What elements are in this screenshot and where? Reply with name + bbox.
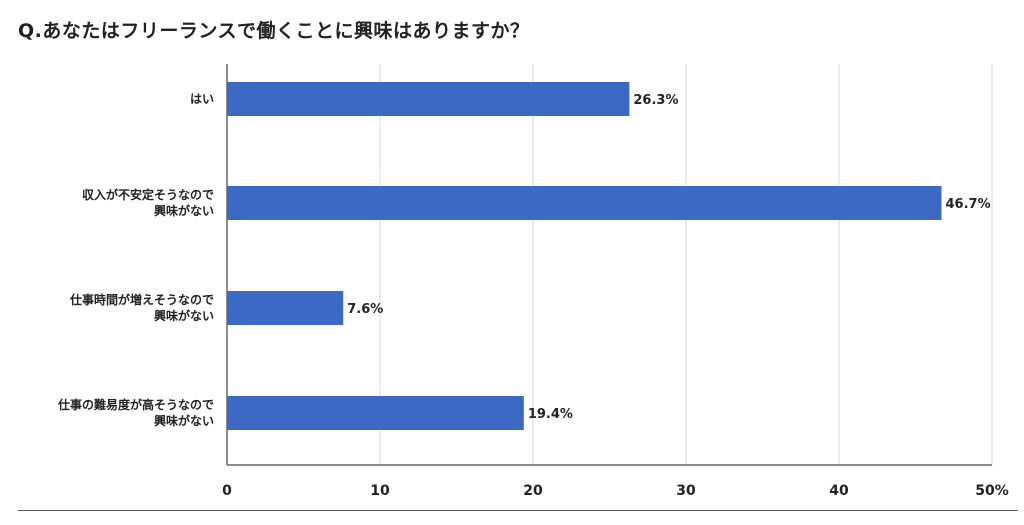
labels: 0 10 20 30 40 50%26.3%はい46.7%収入が不安定そうなので興味がない… (57, 92, 1009, 499)
category-label: 興味がない (154, 413, 214, 428)
x-tick-label: 10 (370, 483, 390, 499)
category-label: はい (190, 92, 214, 106)
data-label: 46.7% (946, 197, 991, 212)
category-label: 仕事時間が増えそうなので (69, 292, 214, 307)
bottom-divider (18, 510, 1018, 511)
bars (227, 82, 942, 430)
bar (227, 291, 344, 325)
x-tick-label: 0 (222, 483, 232, 499)
data-label: 7.6% (347, 302, 383, 317)
data-label: 19.4% (528, 407, 573, 422)
data-label: 26.3% (633, 93, 678, 108)
bar (227, 186, 942, 220)
category-label: 興味がない (154, 203, 214, 218)
bar (227, 82, 630, 116)
x-tick-label: 40 (829, 483, 849, 499)
category-label: 仕事の難易度が高そうなので (57, 397, 214, 412)
x-tick-label: 50% (975, 483, 1009, 499)
chart-title: Q.あなたはフリーランスで働くことに興味はありますか？ (18, 20, 530, 42)
x-tick-label: 20 (523, 483, 543, 499)
x-tick-label: 30 (676, 483, 696, 499)
axes (226, 64, 992, 466)
category-label: 収入が不安定そうなので (82, 187, 214, 202)
bar (227, 396, 524, 430)
category-label: 興味がない (154, 308, 214, 323)
